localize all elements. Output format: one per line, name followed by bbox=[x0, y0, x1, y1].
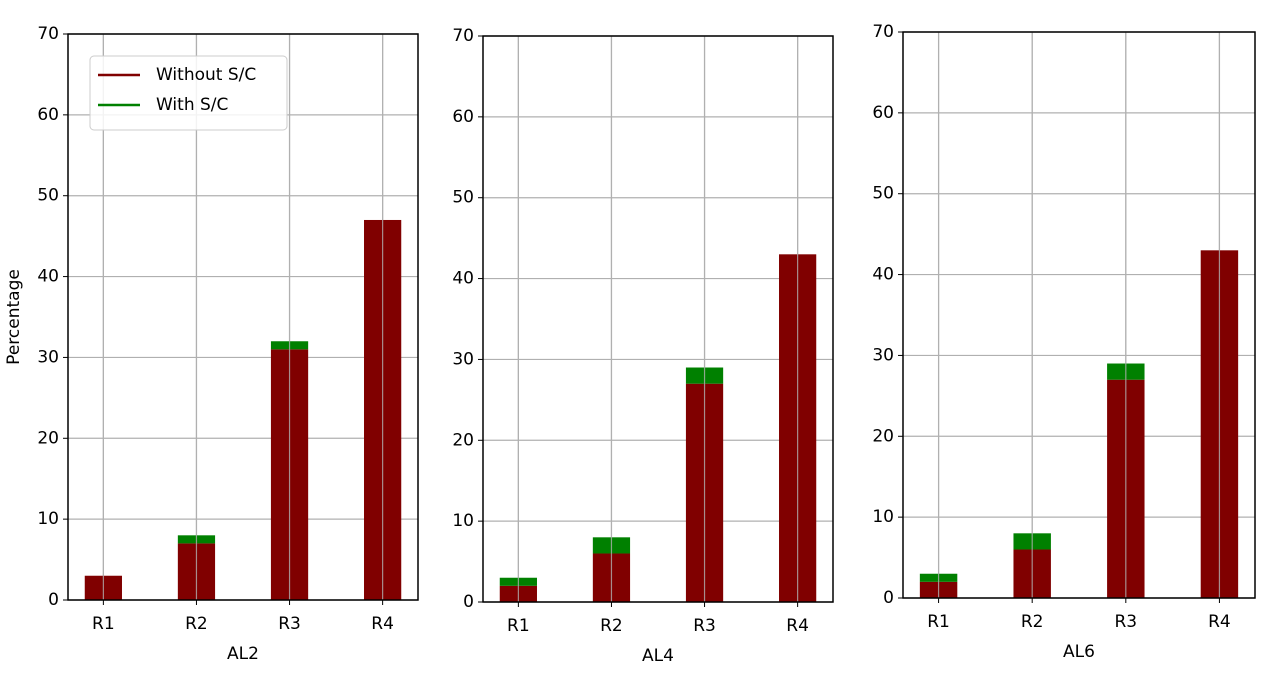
y-tick-label: 20 bbox=[37, 428, 59, 448]
y-tick-label: 40 bbox=[452, 269, 474, 289]
y-tick-label: 60 bbox=[37, 105, 59, 125]
y-tick-label: 20 bbox=[872, 426, 894, 446]
axes-frame bbox=[902, 31, 1256, 599]
legend-label: With S/C bbox=[156, 95, 228, 115]
y-tick-label: 50 bbox=[872, 184, 894, 204]
y-tick-label: 70 bbox=[452, 26, 474, 46]
y-tick-label: 0 bbox=[883, 588, 894, 608]
y-tick-label: 70 bbox=[872, 22, 894, 42]
x-tick-label: R4 bbox=[1208, 612, 1231, 632]
axes-frame bbox=[67, 33, 419, 601]
y-tick-label: 40 bbox=[872, 265, 894, 285]
y-tick-label: 30 bbox=[872, 345, 894, 365]
x-tick-label: R3 bbox=[1114, 612, 1137, 632]
y-tick-label: 10 bbox=[452, 511, 474, 531]
y-tick-label: 60 bbox=[452, 107, 474, 127]
axes-frame bbox=[482, 35, 834, 603]
y-tick-label: 20 bbox=[452, 430, 474, 450]
legend-label: Without S/C bbox=[156, 65, 256, 85]
y-tick-label: 60 bbox=[872, 103, 894, 123]
x-tick-label: R2 bbox=[1021, 612, 1044, 632]
y-axis-label: Percentage bbox=[4, 269, 24, 365]
y-tick-label: 30 bbox=[452, 349, 474, 369]
y-tick-label: 10 bbox=[872, 507, 894, 527]
y-tick-label: 40 bbox=[37, 267, 59, 287]
x-tick-label: R1 bbox=[927, 612, 950, 632]
x-tick-label: R2 bbox=[185, 614, 208, 634]
x-axis-label: AL4 bbox=[642, 646, 674, 666]
y-tick-label: 50 bbox=[452, 188, 474, 208]
x-tick-label: R4 bbox=[786, 616, 809, 636]
y-tick-label: 10 bbox=[37, 509, 59, 529]
y-tick-label: 0 bbox=[48, 590, 59, 610]
x-tick-label: R3 bbox=[693, 616, 716, 636]
y-tick-label: 70 bbox=[37, 24, 59, 44]
x-tick-label: R2 bbox=[600, 616, 623, 636]
x-axis-label: AL6 bbox=[1063, 642, 1095, 662]
y-tick-label: 30 bbox=[37, 347, 59, 367]
x-tick-label: R1 bbox=[92, 614, 115, 634]
x-tick-label: R3 bbox=[278, 614, 301, 634]
y-tick-label: 50 bbox=[37, 186, 59, 206]
x-axis-label: AL2 bbox=[227, 644, 259, 664]
x-tick-label: R1 bbox=[507, 616, 530, 636]
y-tick-label: 0 bbox=[463, 592, 474, 612]
x-tick-label: R4 bbox=[371, 614, 394, 634]
